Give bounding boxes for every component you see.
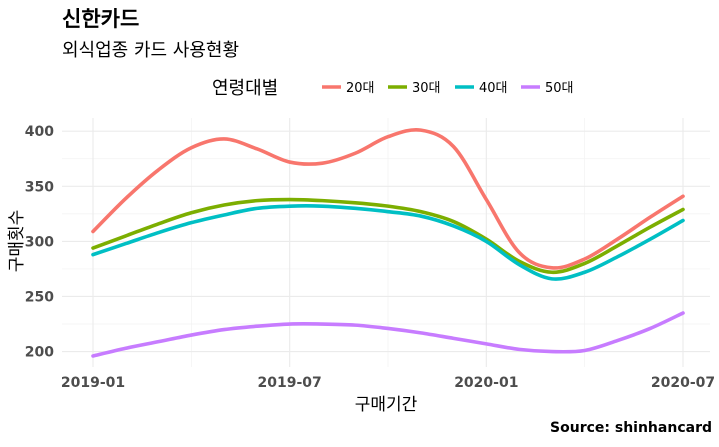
y-tick-label: 400 (25, 124, 54, 140)
x-tick-label: 2020-01 (454, 375, 518, 391)
legend-label-1: 20대 (346, 81, 375, 96)
y-axis-tick-labels: 200 250 300 350 400 (25, 124, 54, 360)
y-tick-label: 350 (25, 179, 54, 195)
x-tick-label: 2019-01 (61, 375, 125, 391)
minor-gridlines (62, 118, 710, 367)
y-axis-label: 구매횟수 (7, 210, 27, 273)
series-lines (91, 127, 685, 358)
series-line-4 (91, 311, 685, 358)
x-axis-tick-labels: 2019-01 2019-07 2020-01 2020-07 (61, 375, 715, 391)
y-tick-label: 300 (25, 234, 54, 250)
series-line-1 (91, 127, 685, 270)
chart-title: 신한카드 (62, 7, 139, 31)
x-tick-label: 2019-07 (258, 375, 322, 391)
series-line-3 (91, 204, 685, 281)
legend-label-3: 40대 (479, 81, 508, 96)
legend: 연령대별 20대 30대 40대 50대 (212, 78, 574, 99)
y-tick-label: 200 (25, 345, 54, 361)
x-axis-label: 구매기간 (355, 395, 418, 415)
y-tick-label: 250 (25, 289, 54, 305)
major-gridlines (62, 118, 710, 367)
legend-title: 연령대별 (212, 78, 278, 99)
legend-label-4: 50대 (545, 81, 574, 96)
chart-caption: Source: shinhancard (550, 420, 712, 436)
series-line-2 (91, 197, 685, 275)
x-tick-label: 2020-07 (651, 375, 715, 391)
chart-subtitle: 외식업종 카드 사용현황 (62, 40, 239, 61)
legend-label-2: 30대 (412, 81, 441, 96)
